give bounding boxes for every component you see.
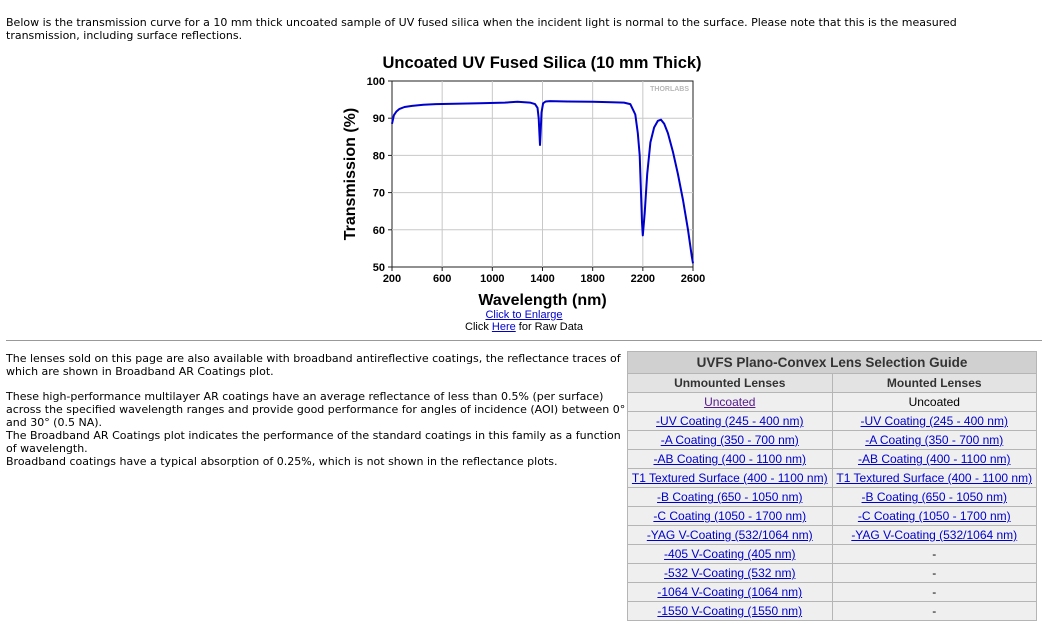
selection-guide-table: UVFS Plano-Convex Lens Selection Guide U… [627,351,1037,621]
raw-data-prefix: Click [465,321,492,333]
ar-coatings-line-3: Broadband coatings have a typical absorp… [6,455,558,468]
unmounted-cell: -532 V-Coating (532 nm) [627,563,833,583]
intro-text: Below is the transmission curve for a 10… [6,16,957,42]
mounted-cell: - [831,582,1037,602]
mounted-lens-text: - [932,566,937,580]
unmounted-cell: -UV Coating (245 - 400 nm) [627,411,833,431]
y-tick-label: 90 [373,113,385,125]
unmounted-cell: -YAG V-Coating (532/1064 nm) [627,525,833,545]
table-row: -405 V-Coating (405 nm) - [627,544,1037,564]
x-tick-label: 2600 [681,273,705,285]
chart-title: Uncoated UV Fused Silica (10 mm Thick) [382,54,702,72]
table-row: T1 Textured Surface (400 - 1100 nm) T1 Te… [627,468,1037,488]
y-tick-label: 80 [373,150,385,162]
chart-links: Click to Enlarge Click Here for Raw Data [460,309,588,333]
ar-coatings-paragraph: These high-performance multilayer AR coa… [6,390,626,468]
mounted-cell: T1 Textured Surface (400 - 1100 nm) [831,468,1037,488]
table-row: Uncoated Uncoated [627,392,1037,412]
unmounted-cell: -AB Coating (400 - 1100 nm) [627,449,833,469]
unmounted-cell: -1550 V-Coating (1550 nm) [627,601,833,621]
mounted-cell: -A Coating (350 - 700 nm) [831,430,1037,450]
mounted-cell: -AB Coating (400 - 1100 nm) [831,449,1037,469]
table-row: -A Coating (350 - 700 nm) -A Coating (350… [627,430,1037,450]
mounted-cell: -C Coating (1050 - 1700 nm) [831,506,1037,526]
mounted-column-header: Mounted Lenses [831,373,1037,393]
unmounted-lens-link[interactable]: -532 V-Coating (532 nm) [664,566,796,580]
mounted-cell: - [831,601,1037,621]
table-row: -1550 V-Coating (1550 nm) - [627,601,1037,621]
selection-guide-body: Uncoated Uncoated -UV Coating (245 - 400 n… [627,392,1037,621]
unmounted-lens-link[interactable]: -C Coating (1050 - 1700 nm) [653,509,807,523]
x-tick-label: 1800 [580,273,604,285]
x-tick-label: 2200 [631,273,655,285]
x-tick-label: 1400 [530,273,554,285]
mounted-lens-text: - [932,585,937,599]
mounted-lens-link[interactable]: -B Coating (650 - 1050 nm) [861,490,1007,504]
ar-coatings-line-2: The Broadband AR Coatings plot indicates… [6,429,621,455]
unmounted-lens-link[interactable]: -405 V-Coating (405 nm) [664,547,796,561]
unmounted-lens-link[interactable]: -UV Coating (245 - 400 nm) [656,414,804,428]
unmounted-cell: -1064 V-Coating (1064 nm) [627,582,833,602]
transmission-chart[interactable]: 200 600 1000 1400 1800 2200 2600 50 60 70 80 90 100 T… [335,70,715,310]
mounted-cell: Uncoated [831,392,1037,412]
mounted-lens-link[interactable]: -AB Coating (400 - 1100 nm) [857,452,1011,466]
raw-data-suffix: for Raw Data [515,321,583,333]
unmounted-lens-link[interactable]: -AB Coating (400 - 1100 nm) [653,452,807,466]
unmounted-lens-link[interactable]: -1550 V-Coating (1550 nm) [657,604,803,618]
x-tick-label: 1000 [480,273,504,285]
unmounted-lens-link[interactable]: T1 Textured Surface (400 - 1100 nm) [631,471,828,485]
ar-coatings-line-1: These high-performance multilayer AR coa… [6,390,626,429]
mounted-cell: -YAG V-Coating (532/1064 nm) [831,525,1037,545]
x-axis-label: Wavelength (nm) [478,292,606,309]
unmounted-lens-link[interactable]: -1064 V-Coating (1064 nm) [657,585,803,599]
unmounted-cell: -C Coating (1050 - 1700 nm) [627,506,833,526]
table-row: -C Coating (1050 - 1700 nm) -C Coating (1… [627,506,1037,526]
unmounted-cell: Uncoated [627,392,833,412]
mounted-cell: -B Coating (650 - 1050 nm) [831,487,1037,507]
unmounted-cell: -A Coating (350 - 700 nm) [627,430,833,450]
table-row: -YAG V-Coating (532/1064 nm) -YAG V-Coati… [627,525,1037,545]
mounted-lens-link[interactable]: -UV Coating (245 - 400 nm) [860,414,1008,428]
mounted-lens-text: - [932,604,937,618]
table-row: -UV Coating (245 - 400 nm) -UV Coating (2… [627,411,1037,431]
mounted-lens-text: Uncoated [908,395,960,409]
unmounted-cell: -B Coating (650 - 1050 nm) [627,487,833,507]
mounted-lens-link[interactable]: -C Coating (1050 - 1700 nm) [857,509,1011,523]
mounted-lens-text: - [932,547,937,561]
raw-data-link[interactable]: Here [491,321,516,333]
y-tick-label: 50 [373,262,385,274]
y-tick-label: 70 [373,188,385,200]
click-to-enlarge-link[interactable]: Click to Enlarge [485,309,563,321]
mounted-cell: - [831,563,1037,583]
table-row: -1064 V-Coating (1064 nm) - [627,582,1037,602]
y-tick-label: 100 [367,76,385,88]
mounted-cell: - [831,544,1037,564]
x-tick-label: 600 [433,273,451,285]
table-row: -532 V-Coating (532 nm) - [627,563,1037,583]
y-tick-label: 60 [373,225,385,237]
mounted-lens-link[interactable]: T1 Textured Surface (400 - 1100 nm) [836,471,1033,485]
unmounted-lens-link[interactable]: -YAG V-Coating (532/1064 nm) [646,528,813,542]
mounted-cell: -UV Coating (245 - 400 nm) [831,411,1037,431]
unmounted-cell: T1 Textured Surface (400 - 1100 nm) [627,468,833,488]
section-divider [6,340,1042,341]
thorlabs-watermark: THORLABS [650,86,689,93]
mounted-lens-link[interactable]: -YAG V-Coating (532/1064 nm) [851,528,1018,542]
table-row: -B Coating (650 - 1050 nm) -B Coating (65… [627,487,1037,507]
y-axis-label: Transmission (%) [342,108,359,240]
coatings-paragraph: The lenses sold on this page are also av… [6,352,621,378]
selection-guide-title: UVFS Plano-Convex Lens Selection Guide [627,351,1037,374]
unmounted-cell: -405 V-Coating (405 nm) [627,544,833,564]
transmission-curve [391,100,694,264]
unmounted-lens-link[interactable]: -A Coating (350 - 700 nm) [660,433,799,447]
unmounted-lens-link[interactable]: -B Coating (650 - 1050 nm) [657,490,803,504]
unmounted-column-header: Unmounted Lenses [627,373,833,393]
unmounted-lens-link[interactable]: Uncoated [704,395,756,409]
table-row: -AB Coating (400 - 1100 nm) -AB Coating (… [627,449,1037,469]
mounted-lens-link[interactable]: -A Coating (350 - 700 nm) [865,433,1004,447]
x-tick-label: 200 [383,273,401,285]
